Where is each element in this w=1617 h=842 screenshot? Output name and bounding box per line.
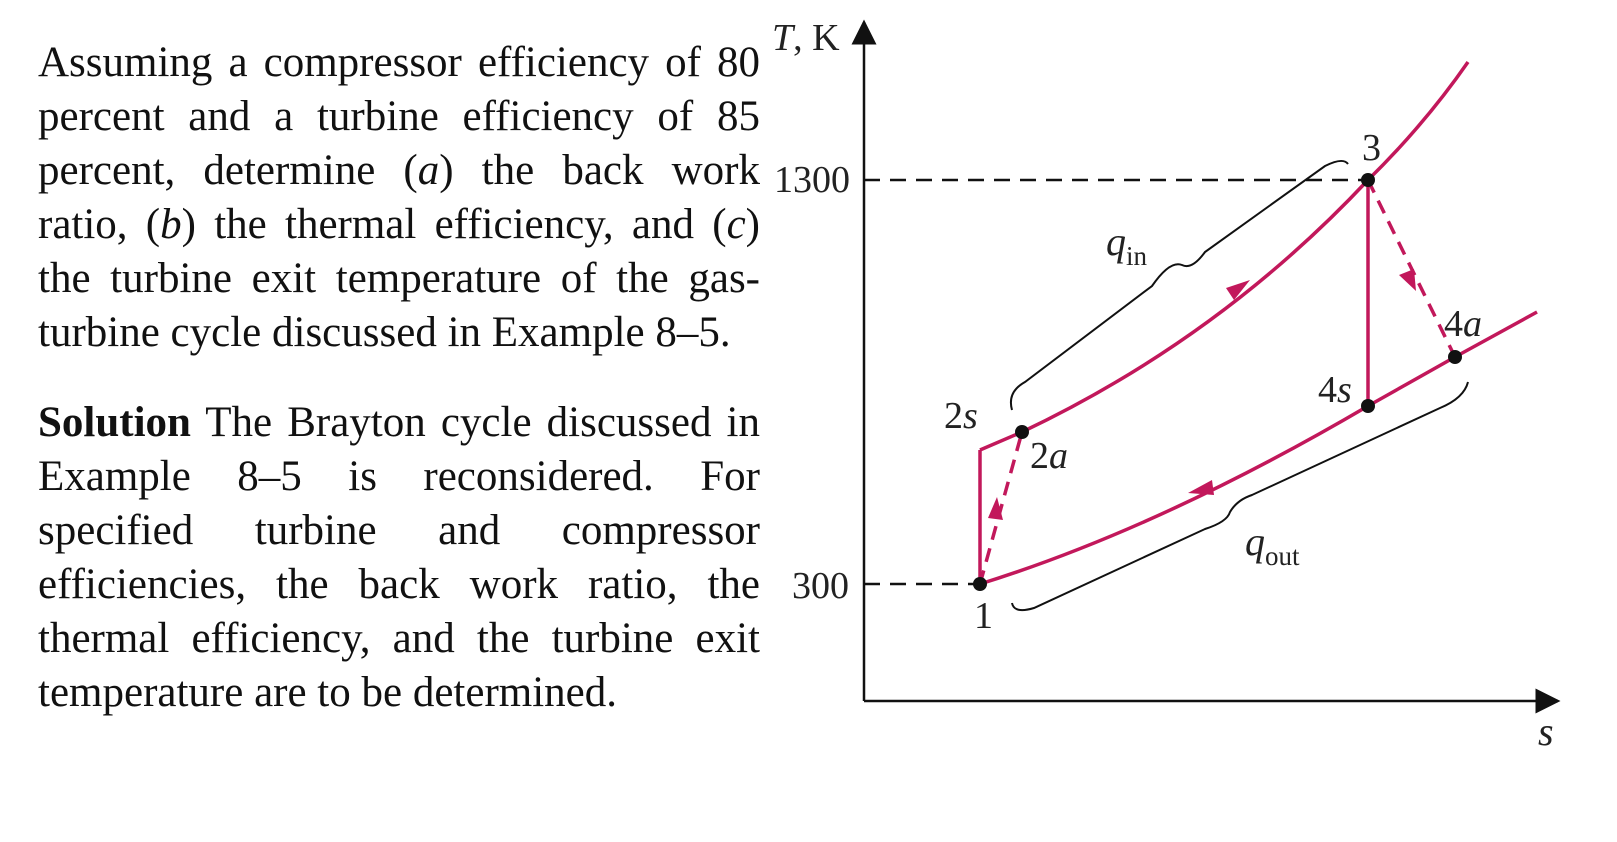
state-point-4s xyxy=(1361,399,1375,413)
actual-compression xyxy=(978,431,1024,585)
x-axis-label: s xyxy=(1538,709,1554,754)
q-in-brace xyxy=(1009,160,1349,411)
tick-label-300: 300 xyxy=(792,565,849,607)
arrow-compression xyxy=(988,497,1003,520)
state-points xyxy=(973,173,1462,591)
arrow-expansion xyxy=(1399,269,1416,291)
part-c-marker: c xyxy=(726,201,746,248)
part-b-text: ) the thermal efficiency, and ( xyxy=(181,201,727,248)
state-point-1 xyxy=(973,577,987,591)
problem-lead: Assuming a compressor efficiency of 80 p… xyxy=(38,39,760,194)
process-curves xyxy=(978,61,1538,586)
q-out-brace xyxy=(1011,381,1469,612)
state-label-2a: 2a xyxy=(1030,435,1068,477)
actual-expansion xyxy=(1366,179,1457,358)
state-point-3 xyxy=(1361,173,1375,187)
tick-label-1300: 1300 xyxy=(774,159,850,201)
state-point-2a xyxy=(1015,425,1029,439)
problem-statement: Assuming a compressor efficiency of 80 p… xyxy=(38,36,760,360)
heat-rejection-curve xyxy=(979,404,1369,586)
y-axis-label: T, K xyxy=(772,17,840,59)
arrow-heat-rejection xyxy=(1188,480,1214,495)
low-isobar-extension xyxy=(1454,310,1538,359)
flow-arrowheads xyxy=(988,269,1416,520)
part-a-marker: a xyxy=(417,147,440,194)
state-label-1: 1 xyxy=(974,595,993,637)
heat-addition-curve xyxy=(1021,178,1370,434)
state-label-2s: 2s xyxy=(944,395,978,437)
ts-diagram: T, K s 1300 300 qin qout 1 2s 2a xyxy=(772,17,1561,754)
solution-paragraph: Solution The Brayton cycle discussed in … xyxy=(38,396,760,720)
part-a-text: ) the back work ratio, ( xyxy=(38,147,760,248)
state-label-4a: 4a xyxy=(1444,303,1482,345)
q-in-label: qin xyxy=(1106,219,1148,271)
isobar-extension xyxy=(1366,61,1470,182)
arrow-heat-addition xyxy=(1226,280,1250,300)
part-c-text: ) the turbine exit temperature of the ga… xyxy=(38,201,760,356)
state-label-3: 3 xyxy=(1362,127,1381,169)
state-label-4s: 4s xyxy=(1318,369,1352,411)
q-out-label: qout xyxy=(1245,519,1300,571)
part-b-marker: b xyxy=(160,201,182,248)
state-point-4a xyxy=(1448,350,1462,364)
solution-heading: Solution xyxy=(38,399,191,446)
heat-addition-segment-2s xyxy=(979,430,1023,452)
solution-body: The Brayton cycle discussed in Example 8… xyxy=(38,399,760,716)
heat-rejection-4a-4s xyxy=(1367,355,1456,408)
problem-text-column: Assuming a compressor efficiency of 80 p… xyxy=(38,36,760,720)
